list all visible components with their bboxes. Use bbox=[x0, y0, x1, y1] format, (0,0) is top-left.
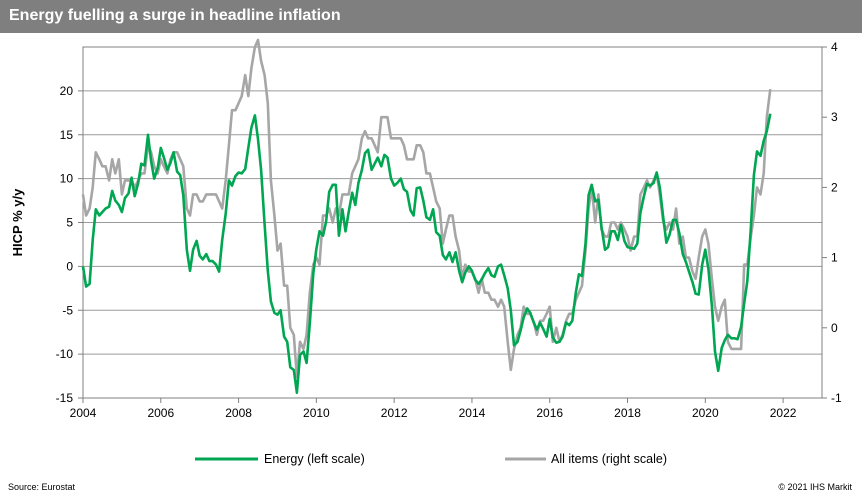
x-tick-label: 2022 bbox=[770, 406, 797, 420]
left-tick-label: -15 bbox=[56, 391, 74, 405]
legend-label-all-items: All items (right scale) bbox=[551, 452, 667, 466]
x-axis: 2004 2006 2008 2010 2012 2014 2016 2018 2020 2022 bbox=[70, 398, 797, 420]
x-tick-label: 2014 bbox=[459, 406, 486, 420]
left-tick-label: 5 bbox=[66, 216, 73, 230]
left-tick-label: 0 bbox=[66, 259, 73, 273]
left-tick-label: -10 bbox=[56, 347, 74, 361]
x-tick-label: 2010 bbox=[303, 406, 330, 420]
right-tick-label: 2 bbox=[831, 180, 838, 194]
right-tick-label: 0 bbox=[831, 321, 838, 335]
right-tick-label: -1 bbox=[831, 391, 842, 405]
source-note: Source: Eurostat bbox=[8, 482, 76, 492]
x-tick-label: 2006 bbox=[147, 406, 174, 420]
series-group bbox=[81, 38, 772, 394]
x-tick-label: 2008 bbox=[225, 406, 252, 420]
x-tick-label: 2016 bbox=[536, 406, 563, 420]
legend-label-energy: Energy (left scale) bbox=[264, 452, 365, 466]
right-tick-label: 3 bbox=[831, 110, 838, 124]
left-tick-label: 20 bbox=[60, 84, 74, 98]
legend: Energy (left scale) All items (right sca… bbox=[195, 452, 667, 466]
series-line-energy bbox=[81, 113, 772, 394]
left-axis: -15 -10 -5 0 5 10 15 20 bbox=[56, 84, 83, 405]
x-tick-label: 2012 bbox=[381, 406, 408, 420]
left-tick-label: 15 bbox=[60, 128, 74, 142]
y-axis-label: HICP % y/y bbox=[10, 188, 25, 256]
chart-title: Energy fuelling a surge in headline infl… bbox=[9, 7, 341, 24]
left-tick-label: -5 bbox=[62, 303, 73, 317]
left-tick-label: 10 bbox=[60, 172, 74, 186]
x-tick-label: 2018 bbox=[614, 406, 641, 420]
title-bar: Energy fuelling a surge in headline infl… bbox=[0, 0, 862, 33]
x-tick-label: 2020 bbox=[692, 406, 719, 420]
right-tick-label: 4 bbox=[831, 40, 838, 54]
copyright-note: © 2021 IHS Markit bbox=[778, 482, 852, 492]
right-tick-label: 1 bbox=[831, 251, 838, 265]
x-tick-label: 2004 bbox=[70, 406, 97, 420]
right-axis: -1 0 1 2 3 4 bbox=[822, 40, 842, 405]
